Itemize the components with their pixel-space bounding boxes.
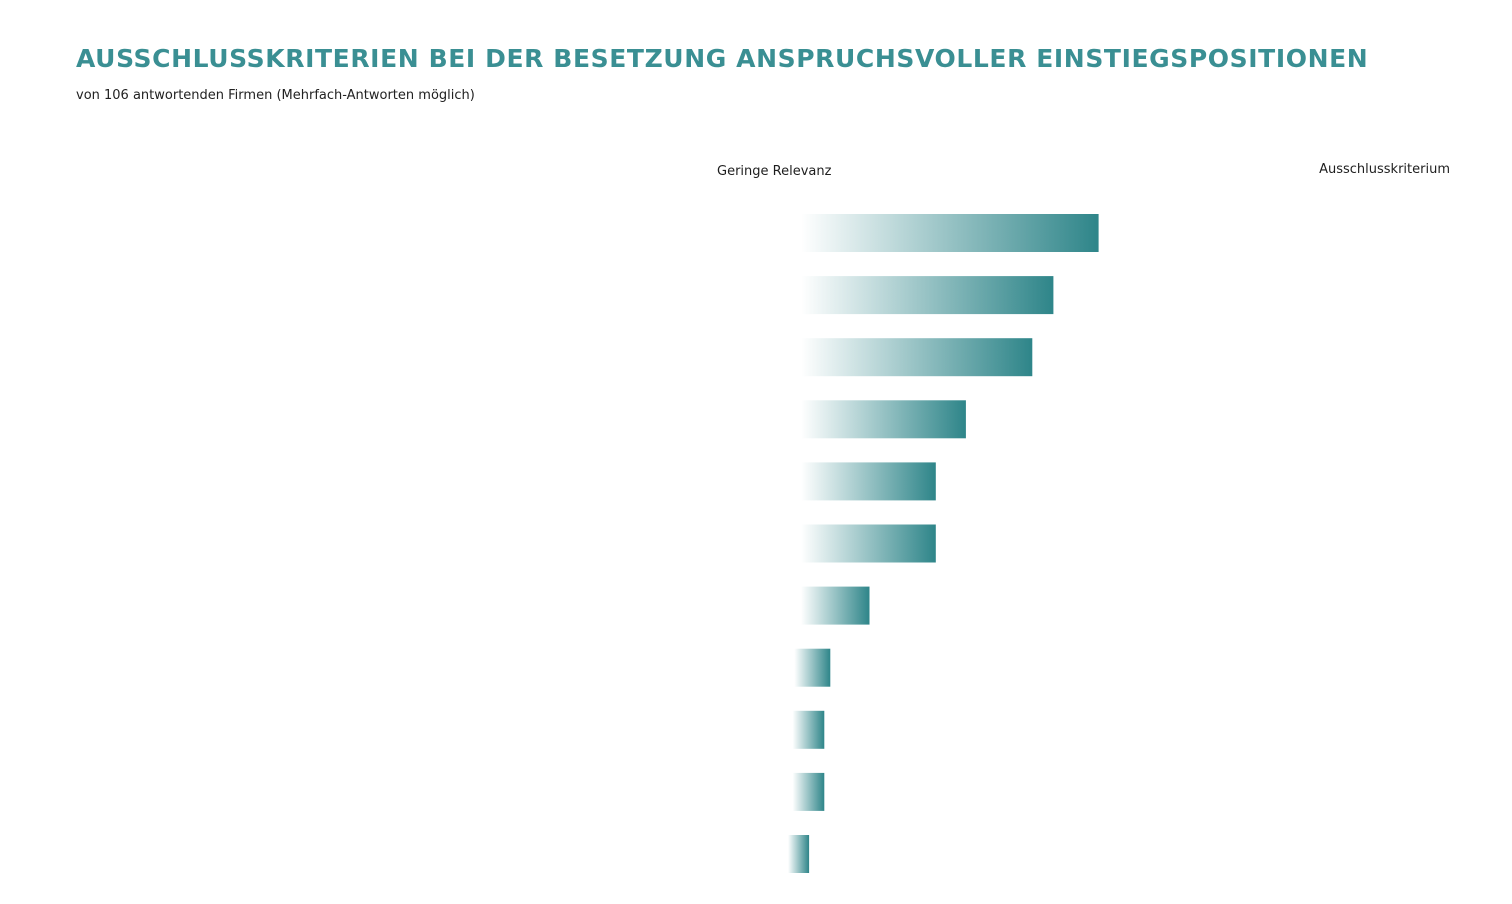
bar-7 xyxy=(801,586,870,625)
bar-3 xyxy=(801,338,1033,377)
bars-group xyxy=(788,214,1099,873)
chart-subtitle: von 106 antwortenden Firmen (Mehrfach-An… xyxy=(76,88,475,103)
bar-5 xyxy=(801,462,936,501)
scale-high-label: Ausschlusskriterium xyxy=(1319,162,1450,177)
bar-1 xyxy=(801,214,1099,252)
bar-10 xyxy=(792,772,825,811)
chart-title: AUSSCHLUSSKRITERIEN BEI DER BESETZUNG AN… xyxy=(76,44,1369,73)
bar-2 xyxy=(801,276,1054,315)
bar-8 xyxy=(794,648,831,687)
bar-4 xyxy=(801,400,966,439)
bar-6 xyxy=(801,524,936,563)
bar-9 xyxy=(792,710,825,749)
bar-11 xyxy=(788,835,810,873)
scale-low-label: Geringe Relevanz xyxy=(717,164,832,179)
